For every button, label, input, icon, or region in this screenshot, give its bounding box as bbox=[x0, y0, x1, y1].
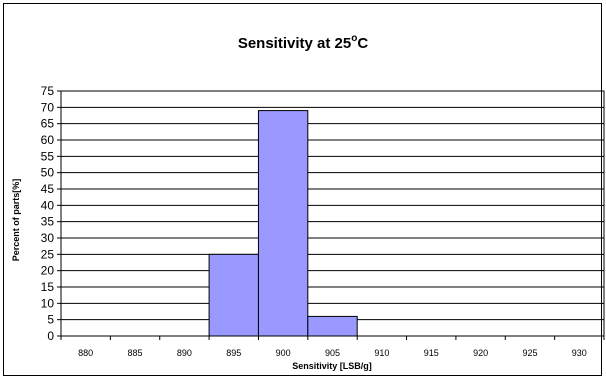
y-tick-label: 15 bbox=[41, 280, 55, 294]
x-tick-label: 880 bbox=[78, 348, 93, 358]
y-tick-label: 0 bbox=[47, 329, 54, 343]
y-tick-label: 70 bbox=[41, 100, 55, 114]
y-axis-label: Percent of parts[%] bbox=[11, 179, 21, 262]
x-tick-label: 910 bbox=[374, 348, 389, 358]
bar-905 bbox=[307, 315, 358, 337]
x-tick-label: 895 bbox=[226, 348, 241, 358]
y-tick-label: 50 bbox=[41, 166, 55, 180]
x-tick-label: 905 bbox=[325, 348, 340, 358]
x-tick-label: 915 bbox=[424, 348, 439, 358]
x-tick-label: 925 bbox=[522, 348, 537, 358]
y-tick-label: 25 bbox=[41, 247, 55, 261]
y-tick-label: 5 bbox=[47, 313, 54, 327]
plot-border bbox=[60, 90, 605, 337]
chart-title-unit: C bbox=[357, 35, 369, 52]
y-tick-label: 55 bbox=[41, 149, 55, 163]
chart-title-text: Sensitivity at 25 bbox=[237, 35, 352, 52]
bar-895 bbox=[208, 253, 259, 337]
y-tick-label: 35 bbox=[41, 215, 55, 229]
y-tick-label: 40 bbox=[41, 198, 55, 212]
bars bbox=[208, 110, 358, 337]
x-axis-label: Sensitivity [LSB/g] bbox=[292, 361, 372, 371]
x-tick-label: 885 bbox=[128, 348, 143, 358]
y-tick-label: 45 bbox=[41, 182, 55, 196]
x-tick-label: 890 bbox=[177, 348, 192, 358]
chart-title-degree: o bbox=[351, 33, 358, 44]
x-tick-label: 920 bbox=[473, 348, 488, 358]
x-tick-label: 900 bbox=[276, 348, 291, 358]
chart-title: Sensitivity at 25oC bbox=[0, 33, 606, 52]
x-axis-ticks: 880 885 890 895 900 905 910 915 920 925 930 bbox=[60, 336, 605, 358]
y-tick-label: 20 bbox=[41, 264, 55, 278]
y-tick-label: 30 bbox=[41, 231, 55, 245]
grid-lines bbox=[61, 90, 604, 321]
y-tick-label: 10 bbox=[41, 296, 55, 310]
y-axis-ticks: 0 5 10 15 20 25 30 35 40 45 50 55 60 65 70 75 bbox=[41, 84, 61, 343]
y-tick-label: 60 bbox=[41, 133, 55, 147]
y-tick-label: 65 bbox=[41, 117, 55, 131]
x-tick-label: 930 bbox=[572, 348, 587, 358]
bar-900 bbox=[257, 110, 309, 337]
y-tick-label: 75 bbox=[41, 84, 55, 98]
